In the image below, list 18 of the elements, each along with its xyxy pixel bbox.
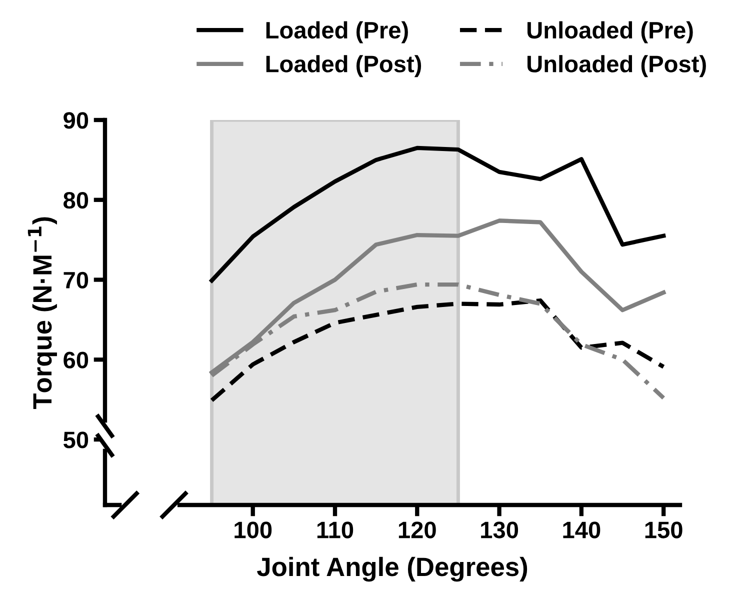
legend-label: Loaded (Post) (266, 55, 422, 78)
y-tick-label: 50 (63, 432, 88, 448)
x-tick-label: 150 (645, 522, 682, 538)
line-series (210, 146, 666, 283)
legend-label: Unloaded (Post) (528, 55, 706, 78)
x-tick-label: 120 (398, 522, 436, 538)
y-tick-label: 90 (64, 112, 88, 129)
x-axis-title: Joint Angle (Degrees) (257, 556, 528, 582)
y-tick-label: 70 (64, 272, 88, 289)
x-tick-label: 110 (317, 522, 354, 538)
x-tick-label: 130 (481, 522, 518, 538)
x-tick-label: 100 (234, 522, 272, 538)
y-tick-label: 60 (64, 352, 88, 368)
y-tick-label: 80 (64, 192, 88, 209)
x-tick-label: 140 (563, 522, 600, 538)
legend-label: Loaded (Pre) (266, 21, 408, 44)
legend-label: Unloaded (Pre) (528, 21, 693, 44)
y-axis-title: Torque (N·M$^{−1}$) (28, 217, 57, 410)
